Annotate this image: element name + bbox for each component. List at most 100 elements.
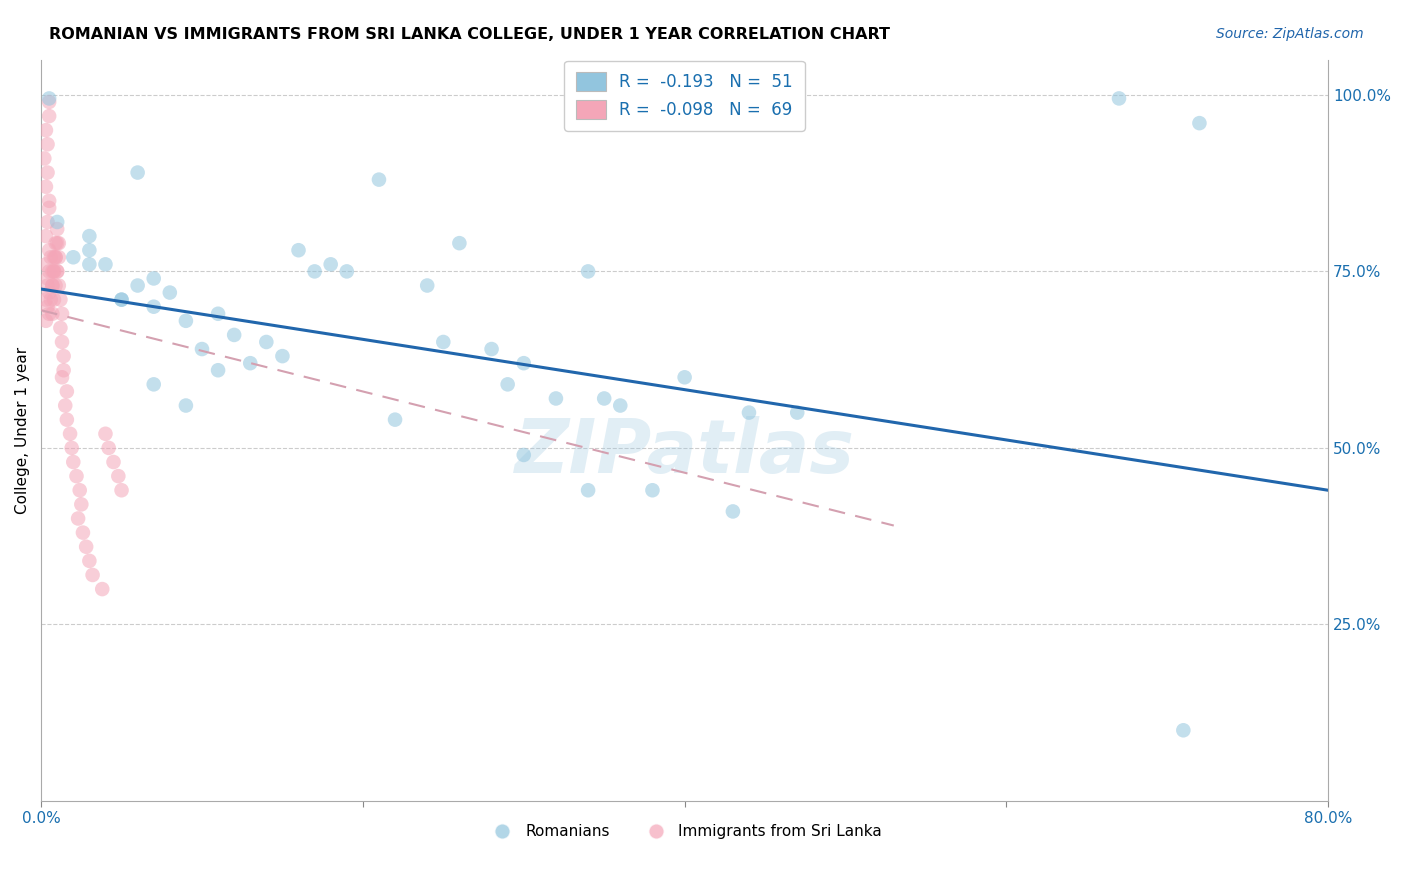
Point (69, 483, 91, 498)
Point (46, 264, 69, 278)
Point (52, 349, 75, 363)
Point (45, 278, 67, 293)
Point (52, 363, 75, 377)
Point (142, 300, 165, 314)
Point (51, 307, 73, 321)
Text: ZIPatlas: ZIPatlas (515, 416, 855, 489)
Point (39, 250, 62, 264)
Point (432, 334, 454, 349)
Point (37, 215, 59, 229)
Point (304, 264, 326, 278)
Point (239, 356, 262, 370)
Point (56, 384, 79, 399)
Point (641, 483, 664, 498)
Point (49, 293, 72, 307)
Point (75, 540, 97, 554)
Point (207, 363, 229, 377)
Point (62, 455, 84, 469)
Point (35, 229, 58, 244)
Point (513, 356, 536, 370)
Point (287, 244, 309, 258)
Point (59, 426, 82, 441)
Point (35, 293, 58, 307)
Point (72, 525, 94, 540)
Point (416, 278, 439, 293)
Text: ROMANIAN VS IMMIGRANTS FROM SRI LANKA COLLEGE, UNDER 1 YEAR CORRELATION CHART: ROMANIAN VS IMMIGRANTS FROM SRI LANKA CO… (49, 27, 890, 42)
Point (35, 123, 58, 137)
Point (38, 201, 60, 215)
Point (38, 264, 60, 278)
Point (62, 250, 84, 264)
Point (51, 334, 73, 349)
Point (97, 441, 120, 455)
Point (738, 406, 761, 420)
Point (38, 91, 60, 105)
Point (82, 568, 104, 582)
Point (41, 278, 63, 293)
Point (721, 504, 744, 518)
Point (110, 293, 132, 307)
Y-axis label: College, Under 1 year: College, Under 1 year (15, 347, 30, 514)
Point (37, 271, 59, 285)
Point (384, 412, 406, 426)
Point (103, 455, 125, 469)
Point (56, 412, 79, 426)
Point (1188, 116, 1211, 130)
Point (224, 327, 246, 342)
Point (191, 342, 214, 356)
Point (207, 307, 229, 321)
Point (174, 314, 197, 328)
Point (110, 483, 132, 498)
Point (127, 165, 149, 179)
Point (42, 250, 65, 264)
Point (70, 497, 93, 511)
Point (38, 285, 60, 300)
Point (41, 264, 63, 278)
Point (41, 278, 63, 293)
Point (79, 244, 101, 258)
Point (110, 293, 132, 307)
Point (94, 257, 117, 271)
Point (38, 244, 60, 258)
Point (45, 250, 67, 264)
Point (336, 264, 359, 278)
Point (38, 307, 60, 321)
Point (79, 257, 101, 271)
Point (34, 152, 56, 166)
Legend: Romanians, Immigrants from Sri Lanka: Romanians, Immigrants from Sri Lanka (481, 818, 889, 845)
Point (37, 137, 59, 152)
Point (46, 215, 69, 229)
Point (39, 293, 62, 307)
Point (127, 278, 149, 293)
Point (48, 236, 70, 251)
Point (42, 264, 65, 278)
Point (576, 264, 599, 278)
Point (38, 194, 60, 208)
Point (319, 257, 342, 271)
Text: Source: ZipAtlas.com: Source: ZipAtlas.com (1216, 27, 1364, 41)
Point (159, 285, 181, 300)
Point (51, 370, 73, 384)
Point (45, 236, 67, 251)
Point (107, 469, 129, 483)
Point (48, 278, 70, 293)
Point (37, 278, 59, 293)
Point (35, 257, 58, 271)
Point (496, 377, 519, 392)
Point (46, 222, 69, 236)
Point (481, 342, 503, 356)
Point (35, 179, 58, 194)
Point (368, 172, 391, 186)
Point (79, 554, 101, 568)
Point (254, 334, 277, 349)
Point (79, 229, 101, 244)
Point (609, 399, 631, 413)
Point (35, 314, 58, 328)
Point (449, 236, 471, 251)
Point (45, 250, 67, 264)
Point (271, 349, 294, 363)
Point (1108, 91, 1130, 105)
Point (673, 370, 696, 384)
Point (142, 271, 165, 285)
Point (38, 95, 60, 109)
